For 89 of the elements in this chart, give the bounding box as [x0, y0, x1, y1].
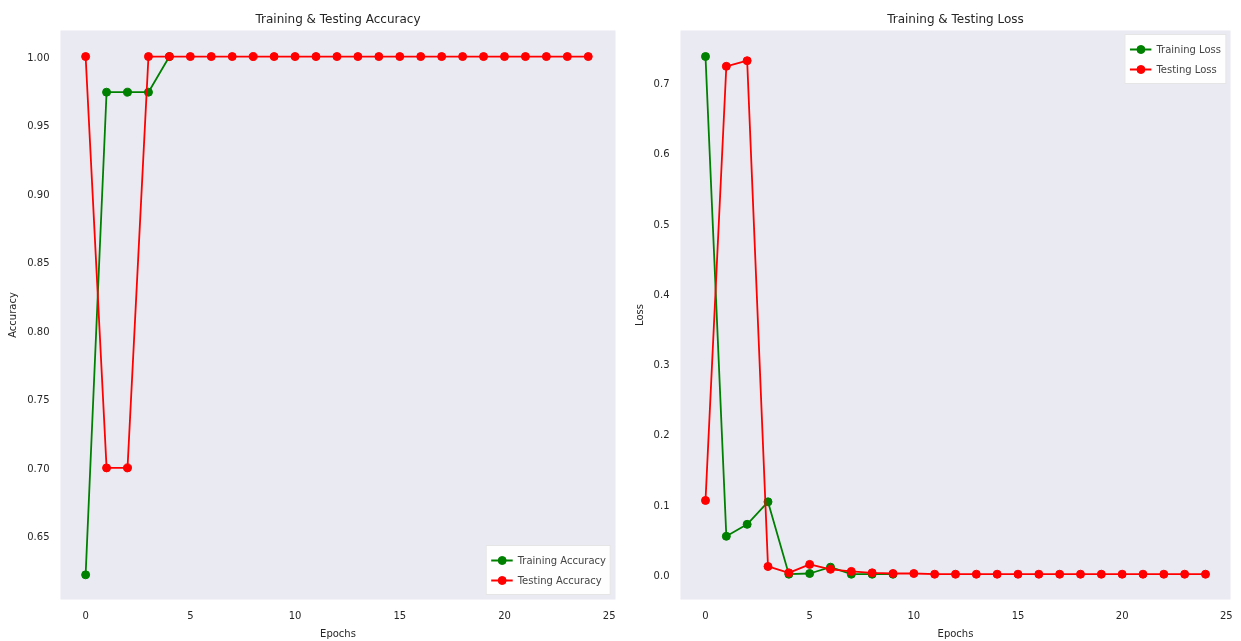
- x-tick-label: 25: [602, 609, 616, 621]
- y-tick-label: 0.0: [653, 569, 670, 581]
- point: [1076, 569, 1085, 579]
- y-tick-label: 0.80: [27, 325, 50, 337]
- point: [81, 52, 91, 62]
- y-tick-label: 0.7: [653, 78, 670, 90]
- point: [541, 52, 551, 62]
- point: [583, 52, 593, 62]
- x-tick-label: 0: [702, 609, 709, 621]
- point: [1013, 569, 1023, 579]
- x-tick-label: 5: [806, 609, 813, 621]
- y-tick-label: 0.1: [653, 499, 670, 511]
- x-tick-label: 15: [1011, 609, 1025, 621]
- chart-title: Training & Testing Loss: [886, 11, 1024, 26]
- y-tick-label: 0.75: [27, 394, 50, 406]
- x-axis-title: Epochs: [937, 627, 974, 639]
- y-tick-label: 0.95: [27, 120, 50, 132]
- point: [701, 52, 710, 61]
- point: [416, 52, 426, 62]
- point: [951, 569, 960, 579]
- point: [520, 52, 530, 62]
- point: [1055, 569, 1065, 579]
- point: [971, 569, 981, 579]
- y-tick-label: 0.2: [653, 429, 670, 441]
- chart-title: Training & Testing Accuracy: [254, 11, 421, 26]
- point: [721, 531, 731, 541]
- point: [374, 52, 384, 62]
- point: [123, 463, 133, 473]
- point: [721, 61, 731, 71]
- point: [102, 463, 112, 473]
- point: [143, 52, 153, 62]
- x-axis-title: Epochs: [320, 627, 356, 639]
- point: [479, 52, 489, 62]
- point: [562, 52, 572, 62]
- point: [269, 52, 279, 62]
- y-tick-label: 0.85: [27, 257, 50, 269]
- point: [1159, 569, 1169, 579]
- x-tick-label: 15: [393, 609, 407, 621]
- point: [763, 561, 773, 571]
- point: [742, 519, 752, 529]
- point: [123, 87, 133, 97]
- point: [930, 569, 940, 579]
- point: [1201, 569, 1210, 579]
- y-tick-label: 0.3: [653, 359, 670, 371]
- point: [102, 87, 112, 97]
- y-tick-label: 0.5: [653, 218, 670, 230]
- y-tick-label: 0.90: [27, 188, 50, 200]
- x-tick-label: 5: [187, 609, 194, 621]
- x-tick-label: 10: [907, 609, 921, 621]
- legend-label: Training Accuracy: [517, 554, 606, 566]
- x-tick-label: 10: [288, 609, 302, 621]
- point: [805, 569, 815, 578]
- point: [1180, 569, 1190, 579]
- y-tick-label: 0.70: [27, 462, 50, 474]
- point: [1096, 569, 1106, 579]
- x-tick-label: 25: [1219, 609, 1233, 621]
- legend-label: Testing Loss: [1156, 63, 1217, 75]
- point: [290, 52, 300, 62]
- x-tick-label: 20: [498, 609, 511, 621]
- point: [992, 569, 1002, 579]
- point: [805, 559, 815, 569]
- point: [909, 569, 919, 578]
- point: [437, 52, 447, 62]
- y-tick-label: 0.65: [27, 531, 50, 543]
- y-axis-title: Accuracy: [7, 292, 19, 338]
- point: [206, 52, 216, 62]
- point: [701, 495, 710, 505]
- point: [311, 52, 321, 62]
- x-tick-label: 20: [1115, 609, 1129, 621]
- point: [353, 52, 363, 62]
- point: [458, 52, 468, 62]
- point: [500, 52, 509, 62]
- point: [742, 56, 752, 66]
- y-tick-label: 0.4: [653, 288, 670, 300]
- x-tick-label: 0: [82, 609, 89, 621]
- point: [248, 52, 258, 62]
- point: [395, 52, 405, 62]
- point: [185, 52, 195, 62]
- point: [1117, 569, 1127, 579]
- legend-label: Training Loss: [1156, 43, 1221, 55]
- point: [1034, 569, 1044, 579]
- y-tick-label: 1.00: [27, 51, 50, 63]
- point: [332, 52, 342, 62]
- legend-label: Testing Accuracy: [517, 574, 602, 586]
- point: [81, 570, 91, 580]
- point: [1138, 569, 1148, 579]
- y-axis-title: Loss: [633, 304, 645, 326]
- y-tick-label: 0.6: [653, 148, 670, 160]
- point: [227, 52, 237, 62]
